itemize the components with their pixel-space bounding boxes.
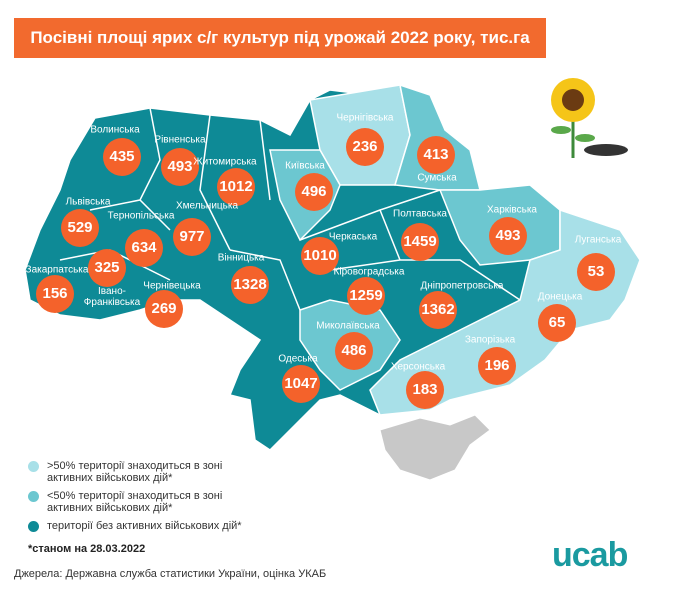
seeds	[584, 144, 628, 156]
crimea	[379, 414, 491, 481]
region-label: Львівська	[65, 196, 111, 208]
legend-swatch	[28, 521, 39, 532]
legend-swatch	[28, 491, 39, 502]
east-area	[369, 208, 641, 416]
region-label: Черкаська	[328, 231, 378, 243]
logo: ucab	[552, 536, 628, 574]
region-value: 1047	[282, 365, 320, 403]
region-label: Тернопільська	[107, 210, 175, 222]
region-value: 1362	[419, 291, 457, 329]
region-value: 196	[478, 347, 516, 385]
title: Посівні площі ярих с/г культур під урожа…	[14, 18, 546, 58]
leaf	[575, 134, 595, 142]
region-value: 236	[346, 128, 384, 166]
legend-label: >50% території знаходиться в зоні активн…	[47, 460, 223, 484]
region-value: 1012	[217, 168, 255, 206]
region-label: Кіровоградська	[333, 266, 405, 278]
legend-item: території без активних військових дій*	[28, 520, 258, 532]
seed-head	[562, 89, 584, 111]
region-value: 269	[145, 290, 183, 328]
region-label: Харківська	[487, 204, 537, 216]
legend-swatch	[28, 461, 39, 472]
sunflower	[551, 78, 628, 158]
legend-item: >50% території знаходиться в зоні активн…	[28, 460, 258, 484]
region-value: 1259	[347, 277, 385, 315]
region-value: 496	[295, 173, 333, 211]
region-label: Полтавська	[393, 208, 447, 220]
region-value: 65	[538, 304, 576, 342]
region-label: Дніпропетровська	[420, 280, 504, 292]
region-value: 634	[125, 229, 163, 267]
region-label: Запорізька	[464, 334, 516, 346]
region-label: Херсонська	[390, 361, 446, 373]
footnote: *станом на 28.03.2022	[28, 543, 146, 555]
source: Джерела: Державна служба статистики Укра…	[14, 568, 327, 580]
region-label: Одеська	[278, 353, 318, 365]
region-value: 1328	[231, 266, 269, 304]
region-value: 183	[406, 371, 444, 409]
region-label: Сумська	[417, 172, 457, 184]
region-label: Волинська	[90, 124, 140, 136]
region-label: Чернівецька	[143, 280, 201, 292]
legend-label: території без активних військових дій*	[47, 520, 242, 532]
legend-label: <50% території знаходиться в зоні активн…	[47, 490, 223, 514]
region-value: 493	[489, 217, 527, 255]
region-value: 493	[161, 148, 199, 186]
region-label: Чернігівська	[336, 112, 394, 124]
region-label: Миколаївська	[316, 320, 380, 332]
legend-item: <50% території знаходиться в зоні активн…	[28, 490, 258, 514]
region-label: Луганська	[574, 234, 622, 246]
region-value: 529	[61, 209, 99, 247]
region-label: Івано-Франківська	[83, 286, 141, 308]
region-label: Київська	[285, 160, 325, 172]
region-label: Вінницька	[217, 252, 265, 264]
region-value: 1459	[401, 223, 439, 261]
region-label: Закарпатська	[25, 264, 89, 276]
region-label: Хмельницька	[175, 200, 239, 212]
region-label: Донецька	[537, 291, 583, 303]
region-value: 977	[173, 218, 211, 256]
region-value: 325	[88, 249, 126, 287]
region-label: Житомирська	[193, 156, 257, 168]
region-value: 1010	[301, 237, 339, 275]
region-value: 486	[335, 332, 373, 370]
region-value: 435	[103, 138, 141, 176]
region-value: 53	[577, 253, 615, 291]
leaf	[551, 126, 571, 134]
region-value: 156	[36, 275, 74, 313]
region-value: 413	[417, 136, 455, 174]
region-label: Рівненська	[154, 134, 206, 146]
